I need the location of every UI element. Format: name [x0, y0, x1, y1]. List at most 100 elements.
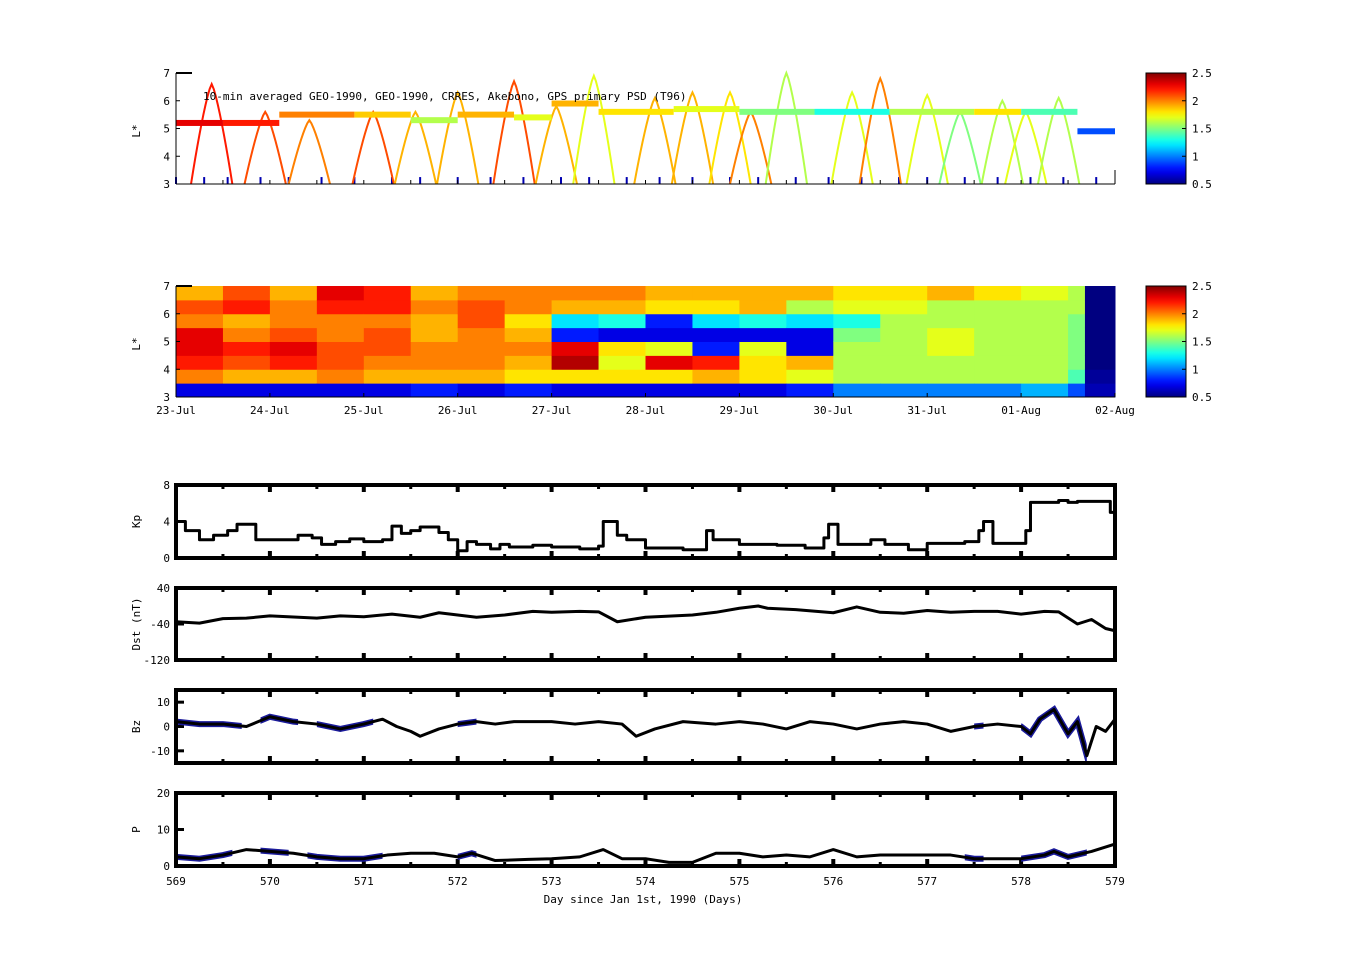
colorbar-tick-label: 1.5 [1192, 123, 1212, 136]
y-tick-label: 5 [163, 336, 170, 349]
y-tick-label: 20 [157, 787, 170, 800]
heatmap-cell [222, 383, 271, 398]
heatmap-cell [363, 369, 412, 384]
heatmap-cell [974, 383, 1022, 398]
heatmap-cell [551, 369, 600, 384]
x-tick-label: 570 [260, 875, 280, 888]
heatmap-cell [739, 383, 787, 398]
heatmap-cell [880, 369, 928, 384]
heatmap-cell [176, 383, 224, 398]
psd-orbit-arc [243, 109, 287, 185]
plot-frame [174, 483, 1117, 560]
heatmap-cell [316, 383, 365, 398]
heatmap-cell [927, 355, 975, 370]
heatmap-cell [1021, 299, 1069, 315]
y-tick-label: -120 [144, 654, 171, 667]
heatmap-cell [1068, 383, 1086, 398]
heatmap-cell [363, 286, 412, 301]
heatmap-cell [974, 355, 1022, 370]
heatmap-cell [645, 313, 693, 329]
plot-frame [174, 688, 1117, 765]
y-tick-label: 10 [157, 696, 170, 709]
heatmap-cell [457, 299, 506, 315]
x-tick-label: 02-Aug [1095, 404, 1135, 417]
heatmap-cell [833, 383, 881, 398]
dst-data-line [175, 604, 1116, 633]
heatmap-cell [551, 355, 600, 370]
x-tick-label: 574 [636, 875, 656, 888]
heatmap-cell [176, 327, 224, 342]
p-panel: 0 10 20 P 569 570 571 572 573 574 575 576 577 578 579 D… [130, 787, 1125, 906]
heatmap-cell [692, 341, 740, 356]
geo-psd-segment [410, 117, 458, 124]
heatmap-cell [1021, 286, 1069, 301]
heatmap-cell [551, 286, 600, 301]
heatmap-cell [1021, 341, 1069, 356]
y-tick-label: 6 [163, 95, 170, 108]
heatmap-cell [269, 355, 318, 370]
psd-orbit-arc [492, 78, 536, 185]
psd-orbit-arc [905, 92, 949, 185]
x-tick-label: 25-Jul [344, 404, 384, 417]
psd-orbit-arc [572, 72, 616, 185]
heatmap-cell [927, 383, 975, 398]
heatmap-cell [786, 355, 834, 370]
heatmap-cell [880, 286, 928, 301]
x-tick-label: 27-Jul [532, 404, 572, 417]
heatmap-cell [1021, 313, 1069, 329]
psd-orbit-arc [287, 118, 331, 185]
x-axis-label: Day since Jan 1st, 1990 (Days) [544, 893, 743, 906]
heatmap-cell [176, 286, 224, 301]
heatmap-cell [410, 299, 459, 315]
heatmap-cell [880, 383, 928, 398]
y-tick-label: 7 [163, 67, 170, 80]
heatmap-cell [692, 355, 740, 370]
heatmap-cell [645, 299, 693, 315]
heatmap-cell [222, 299, 271, 315]
heatmap-cell [551, 327, 600, 342]
heatmap-cell [739, 341, 787, 356]
heatmap-cell [786, 299, 834, 315]
heatmap-cell [739, 299, 787, 315]
heatmap-cell [222, 286, 271, 301]
psd-orbit-arc [351, 109, 395, 185]
heatmap-cell [1084, 299, 1116, 315]
psd-orbit-arc [190, 81, 234, 185]
geo-psd-segment [974, 108, 1022, 115]
heatmap-cell [269, 383, 318, 398]
heatmap-cell [927, 341, 975, 356]
heatmap-cell [786, 369, 834, 384]
kp-data-line [176, 499, 1115, 553]
chart-title: 10-min averaged GEO-1990, GEO-1990, CRRE… [203, 90, 686, 103]
heatmap-cell [316, 299, 365, 315]
y-tick-label: 5 [163, 123, 170, 136]
heatmap-cell [176, 341, 224, 356]
y-tick-label: 7 [163, 280, 170, 293]
colorbar-bar [1145, 72, 1187, 185]
geo-psd-segment [739, 108, 815, 115]
heatmap-cell [1068, 355, 1086, 370]
heatmap-cell [504, 369, 553, 384]
geo-psd-segment [457, 111, 515, 118]
heatmap-cell [504, 327, 553, 342]
x-tick-label: 28-Jul [626, 404, 666, 417]
heatmap-cell [645, 341, 693, 356]
bz-data-line [175, 707, 1117, 758]
psd-orbit-arc [729, 109, 773, 185]
heatmap-cell [176, 369, 224, 384]
heatmap-cell [598, 369, 646, 384]
heatmap-cell [692, 286, 740, 301]
geo-psd-segment [889, 108, 975, 115]
heatmap-cell [410, 355, 459, 370]
heatmap-cell [363, 327, 412, 342]
y-axis-label: Dst (nT) [130, 598, 143, 651]
heatmap-cell [974, 369, 1022, 384]
colorbar-tick-label: 2.5 [1192, 280, 1212, 293]
y-tick-label: 10 [157, 824, 170, 837]
y-axis-label: P [130, 826, 143, 833]
bz-panel: -10 0 10 Bz [130, 688, 1117, 765]
heatmap-cell [269, 313, 318, 329]
x-tick-label: 572 [448, 875, 468, 888]
x-tick-label: 31-Jul [907, 404, 947, 417]
